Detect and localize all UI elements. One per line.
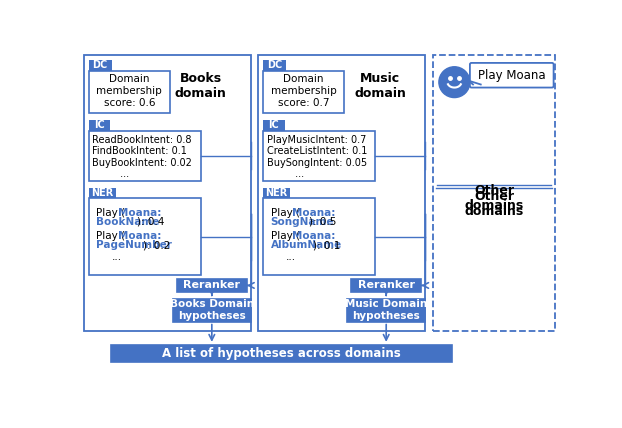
Text: Moana:: Moana: — [118, 208, 162, 218]
Bar — [263, 131, 375, 181]
Bar — [263, 60, 286, 71]
Bar — [88, 60, 112, 71]
Bar — [263, 199, 375, 276]
Bar — [177, 279, 247, 292]
Text: NER: NER — [266, 188, 287, 198]
Bar — [88, 71, 170, 113]
Text: ...: ... — [112, 253, 122, 262]
Bar — [173, 299, 251, 321]
Text: Music Domain
hypotheses: Music Domain hypotheses — [345, 299, 427, 321]
Text: ): 0.4: ): 0.4 — [137, 217, 164, 227]
Text: A list of hypotheses across domains: A list of hypotheses across domains — [162, 347, 401, 360]
Bar — [433, 55, 555, 331]
Text: Domain
membership
score: 0.6: Domain membership score: 0.6 — [96, 74, 162, 108]
Text: Moana:: Moana: — [292, 208, 336, 218]
Text: BookName: BookName — [96, 217, 160, 227]
Bar — [88, 199, 201, 276]
Text: IC: IC — [94, 120, 105, 130]
Text: Moana:: Moana: — [118, 231, 162, 241]
Text: DC: DC — [267, 60, 282, 70]
Text: Play Moana: Play Moana — [478, 69, 545, 82]
Text: Reranker: Reranker — [358, 280, 415, 291]
Text: Play (: Play ( — [271, 231, 300, 241]
Text: ...: ... — [286, 253, 296, 262]
Text: Domain
membership
score: 0.7: Domain membership score: 0.7 — [271, 74, 337, 108]
Text: ReadBookIntent: 0.8
FindBookIntent: 0.1
BuyBookIntent: 0.02
         ...: ReadBookIntent: 0.8 FindBookIntent: 0.1 … — [93, 134, 192, 179]
Bar — [88, 187, 116, 199]
Polygon shape — [468, 80, 481, 84]
Bar — [263, 71, 345, 113]
Text: Play (: Play ( — [271, 208, 300, 218]
Text: SongName: SongName — [271, 217, 334, 227]
Text: ): 0.5: ): 0.5 — [310, 217, 337, 227]
Bar — [263, 120, 285, 131]
Bar — [263, 187, 290, 199]
Text: AlbumName: AlbumName — [271, 240, 342, 250]
Text: Music
domain: Music domain — [354, 72, 406, 100]
Text: Books
domain: Books domain — [175, 72, 226, 100]
Text: Play (: Play ( — [96, 231, 126, 241]
Text: DC: DC — [93, 60, 108, 70]
Text: Books Domain
hypotheses: Books Domain hypotheses — [170, 299, 254, 321]
Text: PageNumber: PageNumber — [96, 240, 172, 250]
Text: ): 0.2: ): 0.2 — [143, 240, 170, 250]
Bar — [258, 55, 425, 331]
Bar — [88, 131, 201, 181]
Text: PlayMusicIntent: 0.7
CreateListIntent: 0.1
BuySongIntent: 0.05
         ...: PlayMusicIntent: 0.7 CreateListIntent: 0… — [267, 134, 367, 179]
Bar — [88, 120, 110, 131]
Text: ): 0.1: ): 0.1 — [313, 240, 341, 250]
Text: Moana:: Moana: — [292, 231, 336, 241]
Text: Play (: Play ( — [96, 208, 126, 218]
FancyBboxPatch shape — [470, 63, 554, 88]
Bar — [348, 299, 425, 321]
Bar — [111, 345, 452, 362]
Text: Other
domains: Other domains — [464, 184, 524, 212]
Circle shape — [439, 67, 470, 98]
Text: IC: IC — [269, 120, 279, 130]
Bar — [351, 279, 421, 292]
Text: NER: NER — [91, 188, 113, 198]
Text: Reranker: Reranker — [183, 280, 240, 291]
Bar — [84, 55, 251, 331]
Text: Other
domains: Other domains — [464, 190, 524, 218]
